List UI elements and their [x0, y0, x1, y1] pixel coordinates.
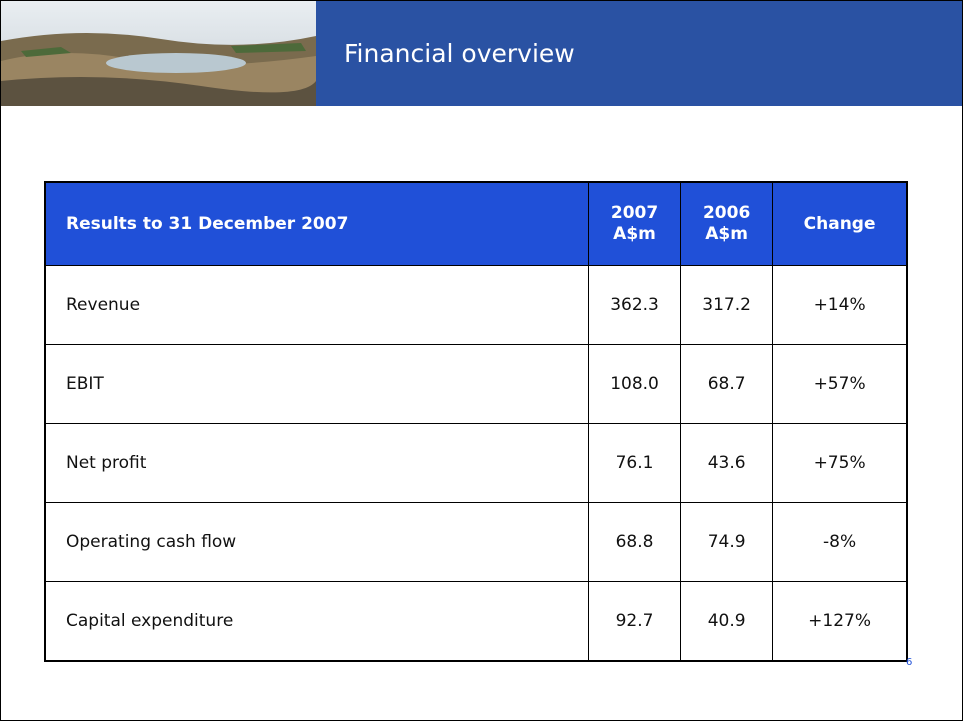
table-cell: -8% [773, 503, 907, 582]
table-cell: 40.9 [681, 582, 773, 662]
column-header: Change [773, 182, 907, 266]
table-cell: 76.1 [588, 424, 680, 503]
table-cell: 43.6 [681, 424, 773, 503]
slide: Financial overview Results to 31 Decembe… [0, 0, 963, 721]
row-label: EBIT [45, 345, 588, 424]
table-cell: +127% [773, 582, 907, 662]
column-header: 2007 A$m [588, 182, 680, 266]
slide-title: Financial overview [344, 39, 575, 68]
table-cell: 68.8 [588, 503, 680, 582]
row-label: Net profit [45, 424, 588, 503]
page-number: 6 [906, 657, 912, 668]
table-cell: 92.7 [588, 582, 680, 662]
table-cell: +57% [773, 345, 907, 424]
table-cell: 74.9 [681, 503, 773, 582]
table-cell: +14% [773, 266, 907, 345]
table-cell: 68.7 [681, 345, 773, 424]
header-photo [1, 1, 316, 106]
table-cell: +75% [773, 424, 907, 503]
row-label: Capital expenditure [45, 582, 588, 662]
table-cell: 317.2 [681, 266, 773, 345]
row-label: Revenue [45, 266, 588, 345]
column-header: Results to 31 December 2007 [45, 182, 588, 266]
table-cell: 362.3 [588, 266, 680, 345]
column-header: 2006 A$m [681, 182, 773, 266]
table-cell: 108.0 [588, 345, 680, 424]
page: Financial overview Results to 31 Decembe… [0, 0, 963, 721]
banner: Financial overview [1, 1, 962, 106]
row-label: Operating cash flow [45, 503, 588, 582]
